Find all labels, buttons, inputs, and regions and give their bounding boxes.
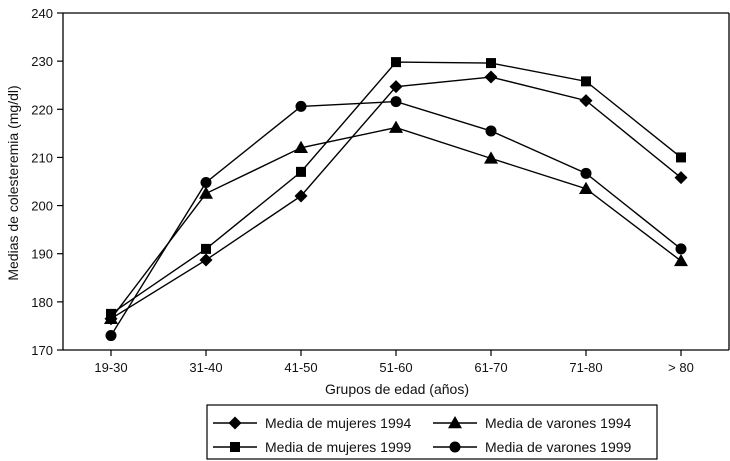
x-axis-title: Grupos de edad (años) bbox=[325, 381, 469, 397]
legend-box bbox=[206, 404, 658, 460]
legend-label-square: Media de mujeres 1999 bbox=[265, 439, 412, 455]
legend-label-diamond: Media de mujeres 1994 bbox=[265, 415, 412, 431]
y-tick-label: 190 bbox=[31, 247, 53, 262]
x-tick-label: 71-80 bbox=[569, 360, 602, 375]
data-point-circle bbox=[200, 176, 212, 188]
x-tick-label: 41-50 bbox=[284, 360, 317, 375]
data-point-circle bbox=[485, 125, 497, 137]
legend: Media de mujeres 1994 Media de varones 19… bbox=[206, 404, 658, 460]
legend-label-triangle: Media de varones 1994 bbox=[485, 415, 632, 431]
data-point-diamond bbox=[579, 94, 593, 108]
data-point-circle bbox=[105, 330, 117, 342]
legend-marker-triangle bbox=[448, 416, 462, 429]
data-point-square bbox=[486, 58, 496, 69]
data-point-diamond bbox=[199, 253, 213, 267]
y-tick-label: 220 bbox=[31, 102, 53, 117]
x-tick-label: 61-70 bbox=[474, 360, 507, 375]
data-point-circle bbox=[580, 167, 592, 179]
data-point-circle bbox=[390, 96, 402, 108]
data-point-triangle bbox=[294, 140, 308, 154]
x-tick-label: 31-40 bbox=[189, 360, 222, 375]
data-point-square bbox=[581, 76, 591, 87]
legend-marker-square bbox=[230, 442, 240, 452]
data-point-triangle bbox=[389, 120, 403, 133]
legend-marker-circle bbox=[449, 441, 461, 453]
data-point-square bbox=[391, 57, 401, 68]
data-point-diamond bbox=[484, 70, 498, 84]
data-point-triangle bbox=[199, 186, 213, 199]
data-point-circle bbox=[295, 100, 307, 112]
y-tick-label: 210 bbox=[31, 150, 53, 165]
data-point-triangle bbox=[104, 311, 118, 324]
y-tick-label: 240 bbox=[31, 6, 53, 21]
data-point-diamond bbox=[674, 171, 688, 185]
x-tick-label: 51-60 bbox=[379, 360, 412, 375]
y-tick-label: 170 bbox=[31, 343, 53, 358]
data-point-square bbox=[296, 166, 306, 177]
y-tick-label: 200 bbox=[31, 199, 53, 214]
series-line-triangle bbox=[110, 126, 682, 320]
data-point-triangle bbox=[579, 181, 593, 194]
data-point-circle bbox=[675, 243, 687, 255]
axes: 170 180 190 200 210 220 230 240 19-30 31-40 41-50 5… bbox=[31, 6, 730, 375]
y-tick-label: 230 bbox=[31, 54, 53, 69]
data-point-diamond bbox=[389, 80, 403, 94]
series-markers bbox=[104, 57, 688, 342]
data-point-triangle bbox=[484, 151, 498, 164]
data-point-square bbox=[676, 152, 686, 163]
data-point-triangle bbox=[674, 253, 688, 267]
data-point-square bbox=[201, 243, 211, 254]
y-tick-label: 180 bbox=[31, 295, 53, 310]
x-tick-label: > 80 bbox=[668, 360, 694, 375]
legend-marker-diamond bbox=[228, 416, 242, 430]
series-line-circle bbox=[110, 100, 682, 336]
data-point-diamond bbox=[294, 189, 308, 203]
y-axis-title: Medias de colesteremia (mg/dl) bbox=[5, 85, 21, 280]
x-tick-label: 19-30 bbox=[94, 360, 127, 375]
legend-label-circle: Media de varones 1999 bbox=[485, 439, 632, 455]
